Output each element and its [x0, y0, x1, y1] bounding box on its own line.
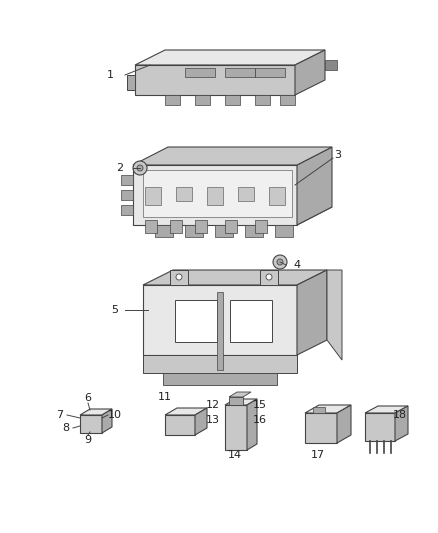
Polygon shape — [260, 270, 278, 285]
Polygon shape — [143, 270, 327, 285]
Circle shape — [277, 259, 283, 265]
Polygon shape — [313, 407, 325, 413]
Polygon shape — [143, 285, 297, 355]
Text: 16: 16 — [253, 415, 267, 425]
Polygon shape — [225, 405, 247, 450]
Polygon shape — [245, 225, 263, 237]
Text: 1: 1 — [106, 70, 113, 80]
Polygon shape — [185, 225, 203, 237]
Polygon shape — [143, 355, 297, 373]
Polygon shape — [145, 187, 161, 205]
Polygon shape — [215, 225, 233, 237]
Text: 7: 7 — [57, 410, 64, 420]
Polygon shape — [133, 207, 332, 225]
Text: 12: 12 — [206, 400, 220, 410]
Text: 14: 14 — [228, 450, 242, 460]
Text: 17: 17 — [311, 450, 325, 460]
Polygon shape — [133, 147, 332, 165]
Polygon shape — [175, 300, 217, 342]
Polygon shape — [229, 397, 243, 405]
Polygon shape — [225, 68, 255, 77]
Polygon shape — [80, 415, 102, 433]
Polygon shape — [155, 225, 173, 237]
Polygon shape — [195, 220, 207, 233]
Circle shape — [137, 165, 143, 171]
Polygon shape — [165, 408, 207, 415]
Polygon shape — [297, 147, 332, 225]
Polygon shape — [207, 187, 223, 205]
Polygon shape — [238, 187, 254, 201]
Polygon shape — [145, 220, 157, 233]
Polygon shape — [121, 175, 133, 185]
Polygon shape — [255, 68, 285, 77]
Polygon shape — [295, 50, 325, 95]
Polygon shape — [185, 68, 215, 77]
Polygon shape — [395, 406, 408, 441]
Polygon shape — [135, 50, 325, 65]
Polygon shape — [255, 220, 267, 233]
Polygon shape — [163, 373, 277, 385]
Text: 9: 9 — [85, 435, 92, 445]
Polygon shape — [225, 95, 240, 105]
Text: 4: 4 — [293, 260, 300, 270]
Polygon shape — [297, 270, 327, 355]
Polygon shape — [280, 95, 295, 105]
Polygon shape — [337, 405, 351, 443]
Text: 2: 2 — [117, 163, 124, 173]
Polygon shape — [121, 205, 133, 215]
Text: 8: 8 — [63, 423, 70, 433]
Polygon shape — [80, 409, 112, 415]
Polygon shape — [255, 95, 270, 105]
Polygon shape — [365, 406, 408, 413]
Circle shape — [273, 255, 287, 269]
Polygon shape — [165, 95, 180, 105]
Polygon shape — [275, 225, 293, 237]
Polygon shape — [143, 170, 292, 217]
Polygon shape — [305, 413, 337, 443]
Text: 5: 5 — [112, 305, 119, 315]
Polygon shape — [135, 65, 295, 95]
Polygon shape — [217, 292, 223, 370]
Polygon shape — [269, 187, 285, 205]
Polygon shape — [247, 399, 257, 450]
Polygon shape — [230, 300, 272, 342]
Circle shape — [133, 161, 147, 175]
Polygon shape — [102, 409, 112, 433]
Text: 11: 11 — [158, 392, 172, 402]
Polygon shape — [225, 220, 237, 233]
Text: 13: 13 — [206, 415, 220, 425]
Polygon shape — [127, 75, 135, 90]
Circle shape — [266, 274, 272, 280]
Polygon shape — [195, 95, 210, 105]
Text: 10: 10 — [108, 410, 122, 420]
Polygon shape — [176, 187, 192, 201]
Polygon shape — [133, 165, 297, 225]
Text: 3: 3 — [335, 150, 342, 160]
Polygon shape — [325, 60, 337, 70]
Text: 15: 15 — [253, 400, 267, 410]
Text: 6: 6 — [85, 393, 92, 403]
Polygon shape — [365, 413, 395, 441]
Polygon shape — [225, 399, 257, 405]
Circle shape — [176, 274, 182, 280]
Polygon shape — [195, 408, 207, 435]
Polygon shape — [170, 220, 182, 233]
Polygon shape — [121, 190, 133, 200]
Polygon shape — [327, 270, 342, 360]
Polygon shape — [305, 405, 351, 413]
Text: 18: 18 — [393, 410, 407, 420]
Polygon shape — [170, 270, 188, 285]
Polygon shape — [165, 415, 195, 435]
Polygon shape — [229, 392, 251, 397]
